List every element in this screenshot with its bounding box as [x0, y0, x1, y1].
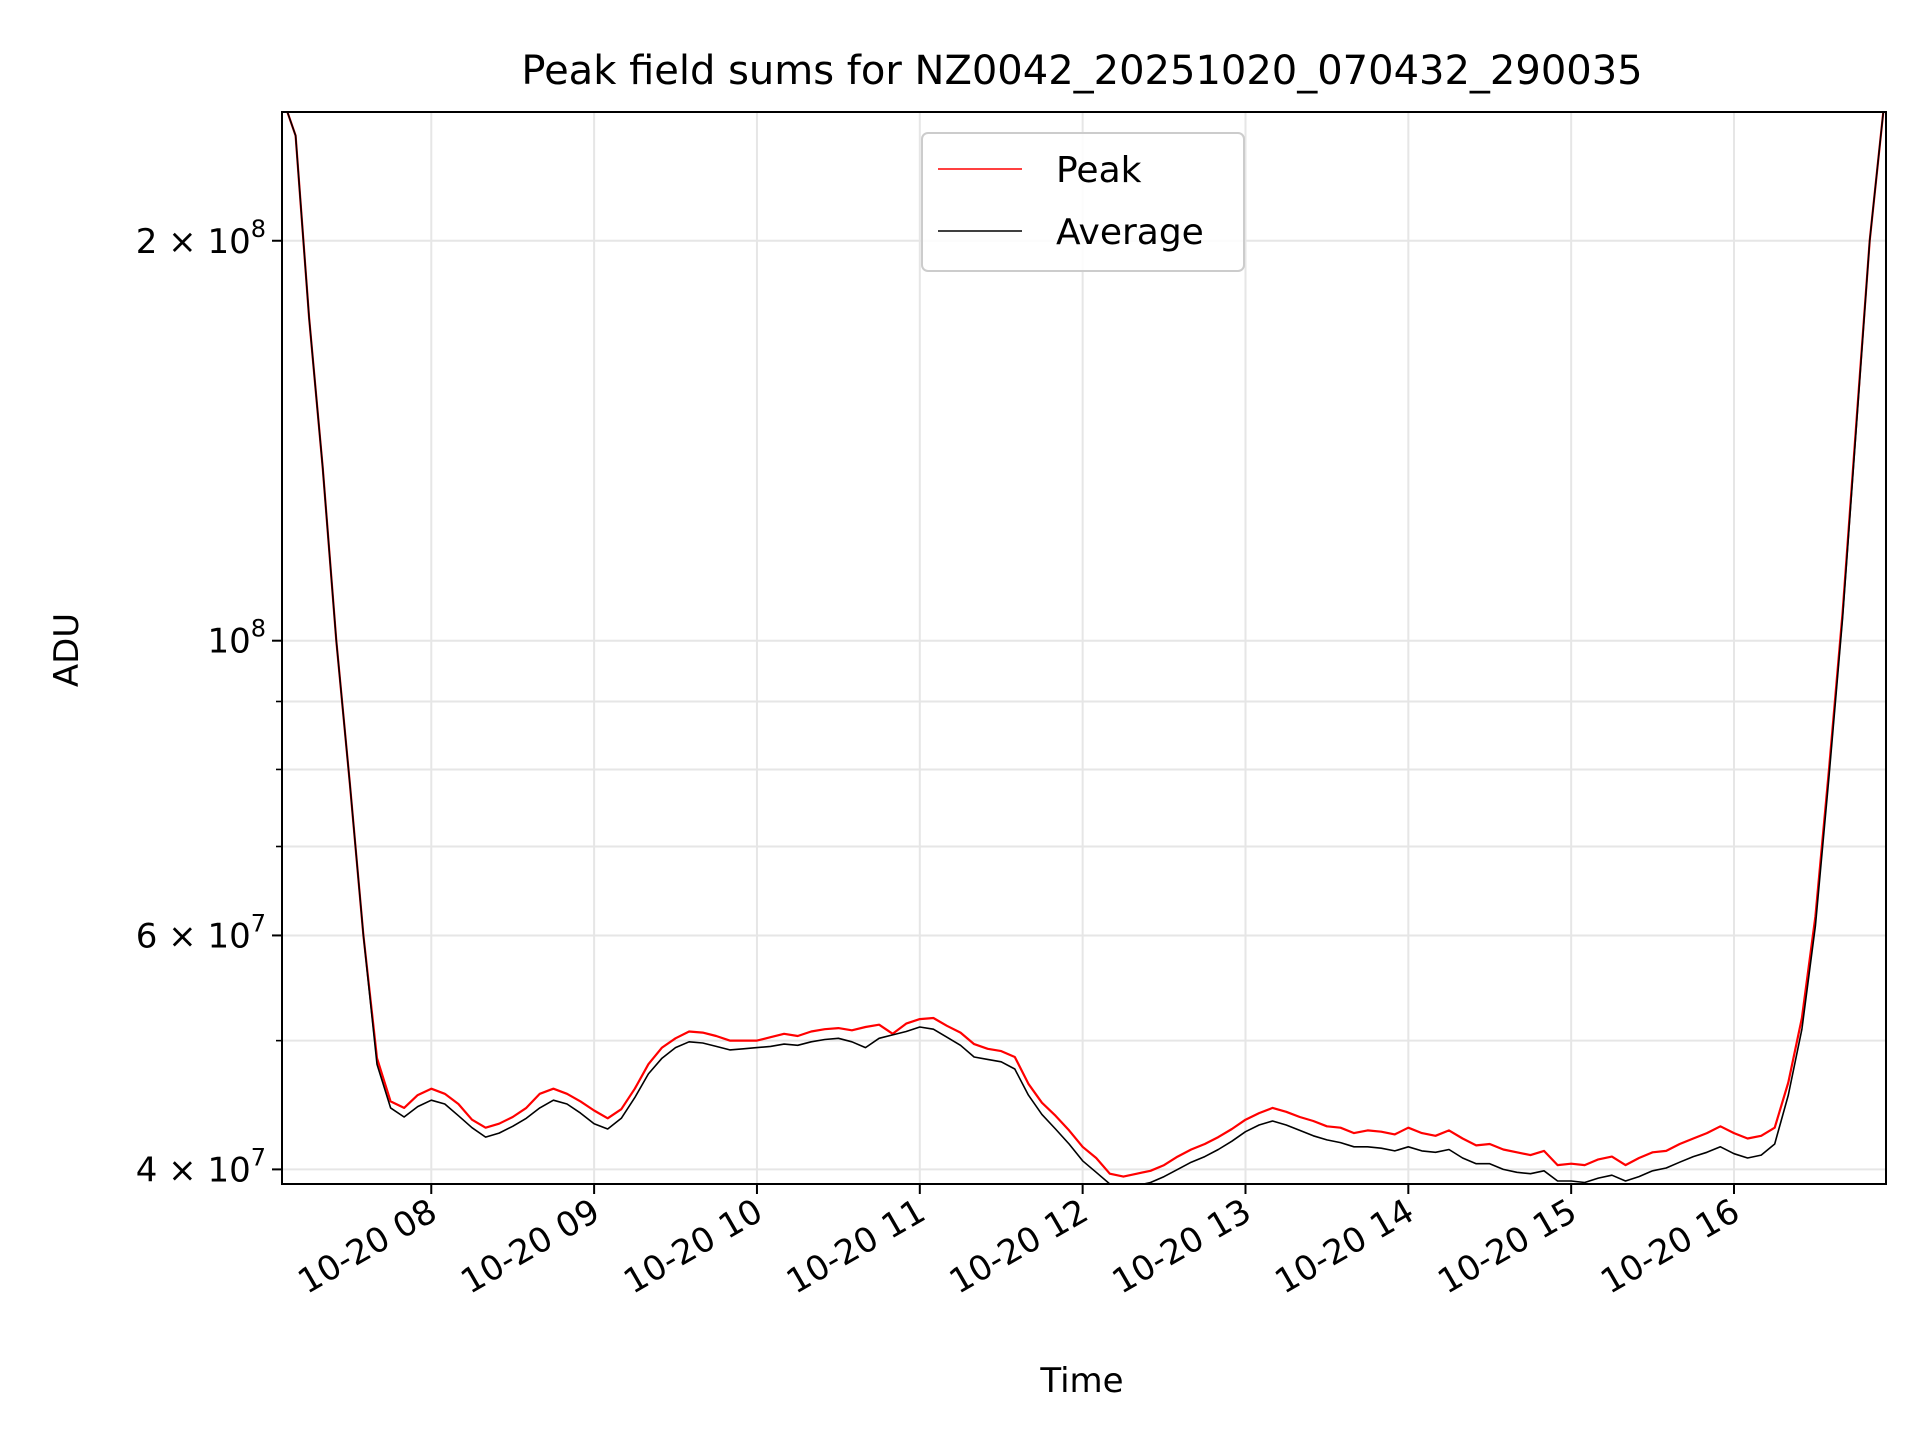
y-tick-label: 6 × 107 — [136, 909, 266, 956]
legend-label-average: Average — [1056, 212, 1204, 253]
y-tick-label: 2 × 108 — [136, 215, 266, 262]
y-axis-label: ADU — [47, 613, 87, 687]
y-tick-label: 108 — [207, 615, 266, 662]
series-line-average — [286, 112, 1885, 1184]
legend-label-peak: Peak — [1056, 150, 1142, 191]
y-axis: 4 × 107 6 × 107 108 2 × 108 — [136, 215, 282, 1190]
series-layer — [286, 112, 1885, 1184]
legend: Peak Average — [921, 132, 1245, 272]
legend-box — [921, 132, 1245, 272]
plot-frame — [281, 111, 1887, 1185]
grid — [282, 112, 1886, 1184]
chart-title: Peak field sums for NZ0042_20251020_0704… — [521, 48, 1642, 94]
series-line-peak — [286, 112, 1885, 1178]
y-tick-label: 4 × 107 — [136, 1143, 266, 1190]
x-axis-label: Time — [1039, 1361, 1123, 1401]
